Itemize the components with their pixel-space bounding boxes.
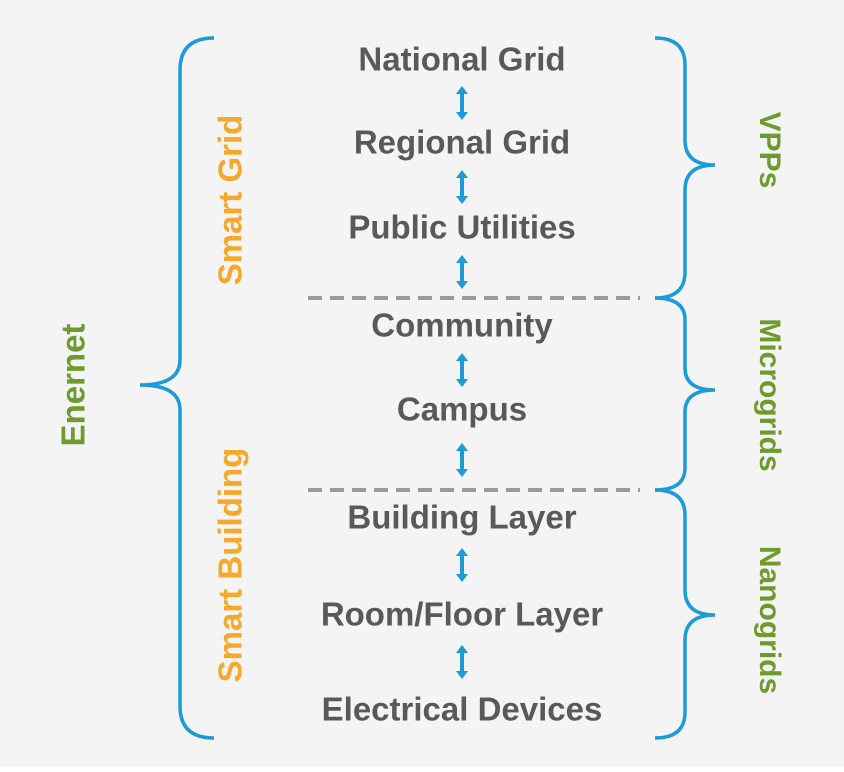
enernet-brace (139, 36, 215, 740)
smart-grid-label: Smart Grid (212, 115, 249, 286)
vpps-brace (654, 36, 716, 300)
smart-building-label: Smart Building (212, 448, 249, 683)
layer-label: Campus (397, 391, 527, 428)
enernet-label: Enernet (55, 324, 92, 447)
layer-label: Building Layer (347, 499, 576, 536)
double-arrow (456, 255, 468, 289)
double-arrow (456, 645, 468, 679)
double-arrow (456, 548, 468, 582)
layer-label: National Grid (358, 41, 565, 78)
microgrids-brace (654, 296, 716, 492)
double-arrow (456, 86, 468, 120)
nanogrids-label: Nanogrids (753, 546, 786, 694)
layer-label: Public Utilities (348, 209, 575, 246)
double-arrow (456, 353, 468, 387)
layer-label: Community (371, 307, 553, 344)
vpps-label: VPPs (753, 112, 786, 189)
layer-label: Electrical Devices (322, 691, 603, 728)
double-arrow (456, 170, 468, 204)
nanogrids-brace (654, 488, 716, 740)
layer-label: Regional Grid (354, 124, 570, 161)
layer-label: Room/Floor Layer (321, 596, 604, 633)
microgrids-label: Microgrids (753, 318, 786, 471)
double-arrow (456, 443, 468, 477)
